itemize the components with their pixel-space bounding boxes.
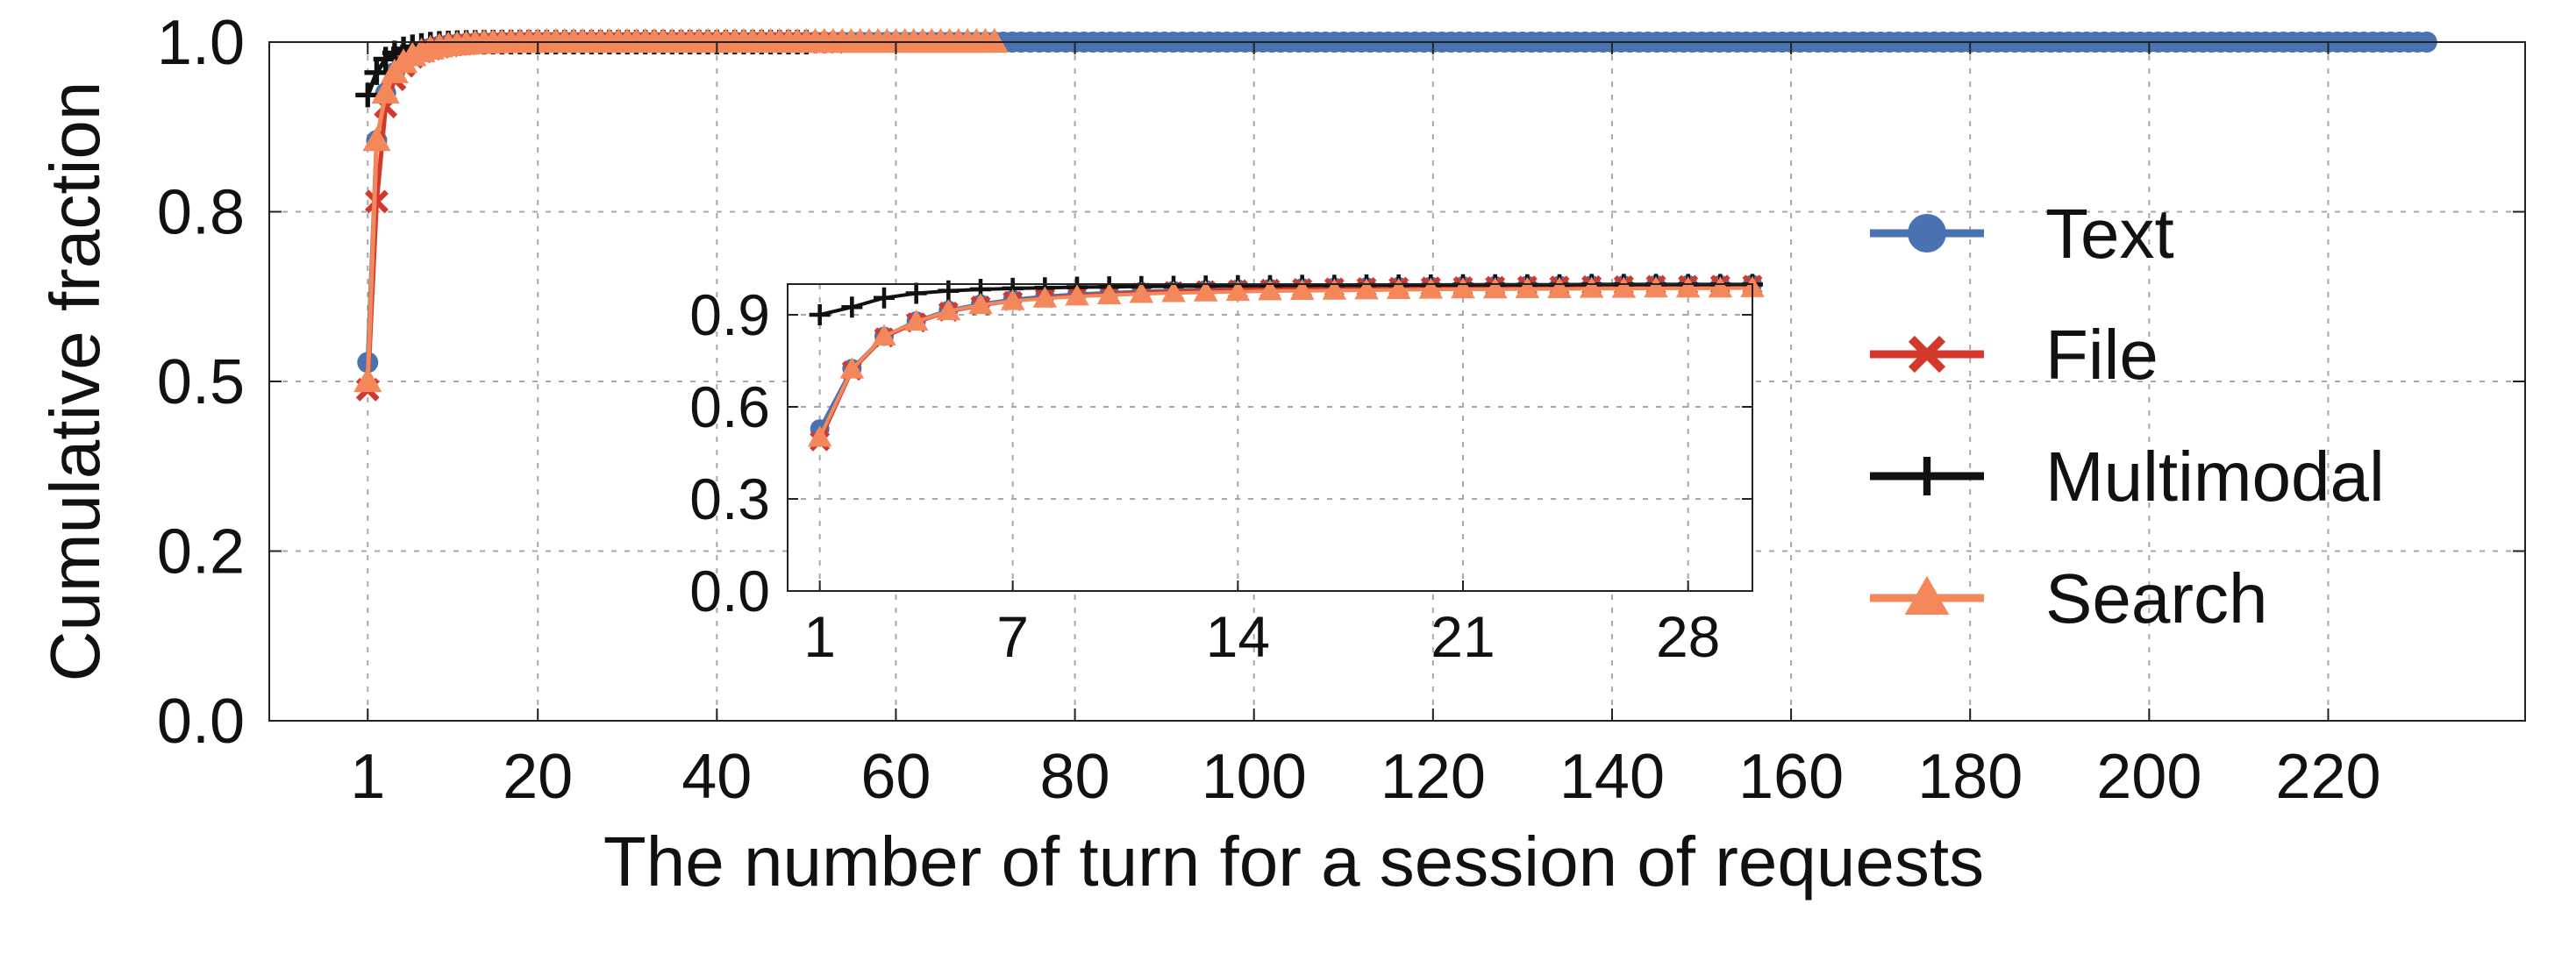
inset-point-search	[1289, 278, 1315, 301]
inset-point-search	[1418, 277, 1444, 299]
inset-point-search	[1675, 276, 1701, 298]
inset-point-search	[1193, 280, 1218, 302]
inset-y-tick-label: 0.3	[689, 466, 770, 531]
inset-point-search	[1644, 276, 1668, 298]
inset-x-tick-label: 7	[996, 604, 1029, 669]
inset-point-search	[1451, 277, 1475, 299]
inset-x-tick-label: 21	[1431, 604, 1495, 669]
point-search	[371, 78, 400, 104]
inset-chart: 1 7 14 21 28 0.0 0.3 0.6 0.9	[689, 274, 1765, 669]
inset-y-tick-label: 0.9	[689, 282, 770, 347]
main-grid	[269, 41, 2525, 722]
inset-series-layer	[807, 274, 1765, 452]
inset-point-search	[1547, 276, 1572, 298]
main-x-tick-label: 1	[350, 742, 385, 812]
inset-point-search	[1065, 284, 1089, 306]
inset-point-search	[839, 357, 865, 379]
legend-marker-file	[1908, 335, 1946, 374]
inset-background	[788, 284, 1752, 591]
legend-item-search: Search	[1870, 559, 2267, 637]
inset-x-tick-label: 28	[1656, 604, 1720, 669]
main-x-tick-label: 40	[681, 742, 752, 812]
main-x-tick-label: 80	[1040, 742, 1110, 812]
legend-label-text: Text	[2045, 195, 2174, 273]
legend-marker-search	[1904, 575, 1950, 615]
inset-point-search	[1579, 276, 1604, 298]
legend-marker-text	[1908, 214, 1946, 253]
main-y-tick-label: 0.2	[157, 517, 245, 587]
x-axis-label: The number of turn for a session of requ…	[603, 822, 1984, 901]
main-x-tick-label: 220	[2275, 742, 2380, 812]
inset-point-search	[903, 309, 929, 331]
main-x-tick-label: 20	[503, 742, 573, 812]
inset-point-search	[1354, 278, 1379, 300]
inset-point-search	[807, 425, 832, 447]
legend-label-multimodal: Multimodal	[2045, 438, 2385, 516]
inset-point-multimodal	[841, 296, 863, 318]
y-axis-label: Cumulative fraction	[36, 82, 114, 682]
inset-point-multimodal	[809, 304, 831, 325]
inset-series-search	[807, 275, 1765, 447]
inset-point-search	[936, 299, 961, 321]
legend-item-text: Text	[1870, 195, 2174, 273]
main-x-tick-label: 200	[2096, 742, 2201, 812]
inset-point-search	[1515, 276, 1540, 298]
main-x-tick-label: 180	[1917, 742, 2023, 812]
inset-y-tick-label: 0.6	[689, 374, 770, 439]
main-x-tick-label: 160	[1738, 742, 1844, 812]
main-y-tick-label: 0.0	[157, 687, 245, 757]
inset-point-search	[1096, 282, 1122, 304]
inset-point-search	[1032, 286, 1058, 308]
inset-point-search	[1129, 281, 1154, 303]
inset-point-search	[1161, 281, 1186, 303]
inset-point-search	[872, 324, 896, 345]
inset-point-search	[1258, 279, 1282, 301]
inset-point-search	[1611, 276, 1637, 298]
inset-y-tick-label: 0.0	[689, 559, 770, 623]
point-file	[365, 189, 389, 214]
main-y-tick-label: 0.5	[157, 347, 245, 417]
inset-plot-frame	[787, 283, 1753, 592]
inset-point-search	[1386, 277, 1411, 299]
legend-label-file: File	[2045, 316, 2159, 394]
inset-point-search	[1000, 288, 1025, 310]
legend-label-search: Search	[2045, 559, 2267, 637]
point-multimodal	[364, 60, 389, 85]
inset-x-tick-label: 14	[1206, 604, 1270, 669]
inset-point-search	[1708, 276, 1733, 298]
point-search	[362, 126, 391, 152]
point-search	[353, 367, 382, 393]
main-x-tick-label: 120	[1381, 742, 1486, 812]
point-search	[980, 27, 1009, 53]
main-x-tick-label: 60	[860, 742, 931, 812]
inset-point-search	[1482, 277, 1508, 299]
legend-item-multimodal: Multimodal	[1870, 438, 2385, 516]
inset-point-search	[968, 293, 993, 315]
legend: Text File Multimodal Search	[1870, 195, 2385, 637]
main-x-tick-label: 140	[1559, 742, 1665, 812]
legend-item-file: File	[1870, 316, 2159, 394]
legend-marker-multimodal	[1908, 457, 1946, 495]
main-x-tick-label: 100	[1202, 742, 1307, 812]
main-y-tick-label: 0.8	[157, 178, 245, 248]
inset-point-multimodal	[874, 287, 895, 309]
inset-point-search	[1225, 279, 1251, 302]
inset-point-search	[1322, 278, 1347, 300]
inset-point-multimodal	[905, 282, 927, 304]
main-y-tick-label: 1.0	[157, 8, 245, 78]
point-multimodal	[355, 82, 381, 108]
main-axis-ticks: 1 20 40 60 80 100 120 140 160 180 200 2200.00.20.50…	[157, 8, 2525, 812]
inset-axis-ticks: 1 7 14 21 28 0.0 0.3 0.6 0.9	[689, 282, 1752, 669]
inset-x-tick-label: 1	[803, 604, 836, 669]
